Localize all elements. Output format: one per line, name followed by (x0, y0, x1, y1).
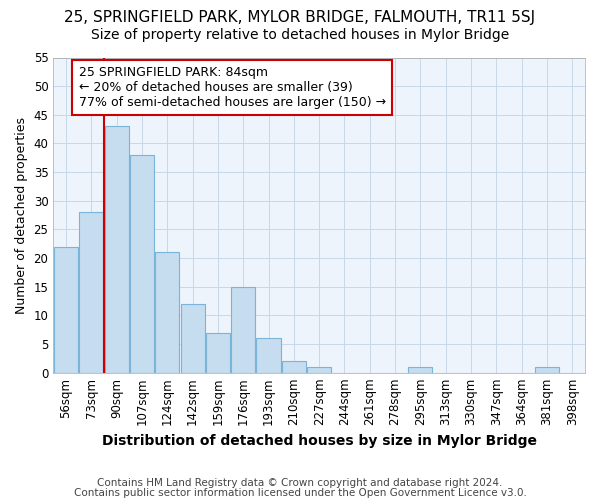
Y-axis label: Number of detached properties: Number of detached properties (15, 116, 28, 314)
Bar (535, 367, 559, 372)
Bar (155, 252, 179, 372)
Bar (130, 155, 154, 372)
Text: 25, SPRINGFIELD PARK, MYLOR BRIDGE, FALMOUTH, TR11 5SJ: 25, SPRINGFIELD PARK, MYLOR BRIDGE, FALM… (64, 10, 536, 25)
Bar (307, 367, 331, 372)
Bar (231, 286, 255, 372)
Text: Contains HM Land Registry data © Crown copyright and database right 2024.: Contains HM Land Registry data © Crown c… (97, 478, 503, 488)
Text: 25 SPRINGFIELD PARK: 84sqm
← 20% of detached houses are smaller (39)
77% of semi: 25 SPRINGFIELD PARK: 84sqm ← 20% of deta… (79, 66, 386, 109)
Bar (181, 304, 205, 372)
Bar (206, 332, 230, 372)
Text: Contains public sector information licensed under the Open Government Licence v3: Contains public sector information licen… (74, 488, 526, 498)
Bar (104, 126, 128, 372)
Text: Size of property relative to detached houses in Mylor Bridge: Size of property relative to detached ho… (91, 28, 509, 42)
Bar (282, 361, 306, 372)
Bar (409, 367, 433, 372)
Bar (79, 212, 103, 372)
Bar (54, 246, 78, 372)
X-axis label: Distribution of detached houses by size in Mylor Bridge: Distribution of detached houses by size … (101, 434, 536, 448)
Bar (256, 338, 281, 372)
